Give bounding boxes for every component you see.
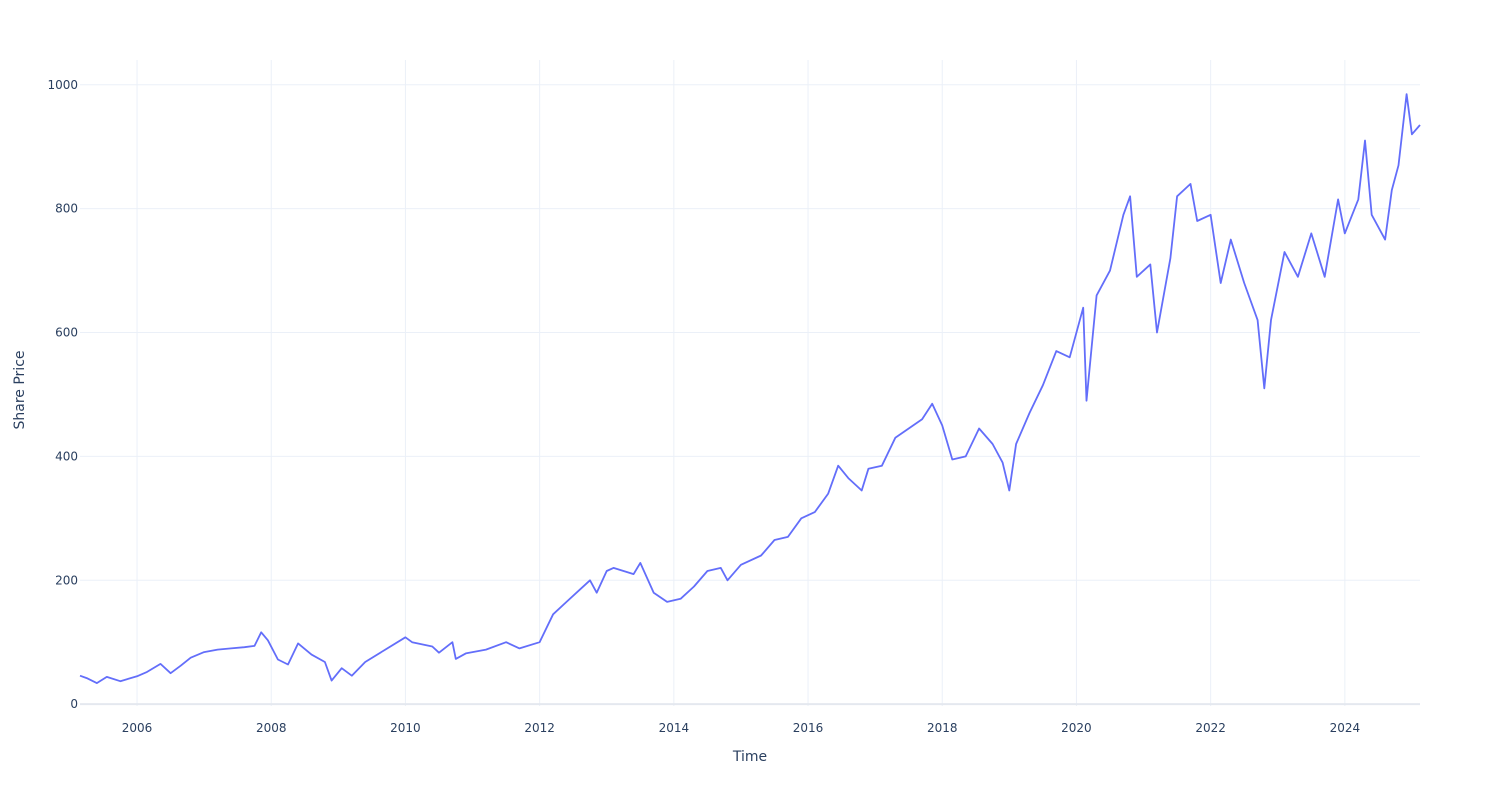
x-tick-label: 2018 xyxy=(927,721,958,735)
y-tick-label: 1000 xyxy=(47,78,78,92)
x-axis-title: Time xyxy=(732,749,767,765)
y-tick-labels: 0 200 400 600 800 1000 xyxy=(47,78,78,711)
x-tick-label: 2024 xyxy=(1330,721,1361,735)
x-tick-label: 2010 xyxy=(390,721,421,735)
x-tick-label: 2012 xyxy=(524,721,555,735)
y-tick-label: 800 xyxy=(55,202,78,216)
y-tick-label: 600 xyxy=(55,326,78,340)
x-tick-label: 2020 xyxy=(1061,721,1092,735)
y-gridlines xyxy=(80,84,1420,706)
x-gridlines xyxy=(136,60,1346,706)
x-tick-label: 2008 xyxy=(256,721,287,735)
y-axis-title: Share Price xyxy=(12,350,28,429)
y-tick-label: 200 xyxy=(55,573,78,587)
series-layer xyxy=(79,93,1421,684)
y-tick-label: 0 xyxy=(70,697,78,711)
x-tick-label: 2016 xyxy=(793,721,824,735)
series-line-0 xyxy=(79,93,1421,684)
x-tick-label: 2022 xyxy=(1195,721,1226,735)
x-tick-label: 2006 xyxy=(122,721,153,735)
y-tick-label: 400 xyxy=(55,449,78,463)
plot-background xyxy=(80,60,1420,706)
x-tick-label: 2014 xyxy=(659,721,690,735)
x-tick-labels: 2006 2008 2010 2012 2014 2016 2018 2020 2022 2024 xyxy=(122,721,1360,735)
